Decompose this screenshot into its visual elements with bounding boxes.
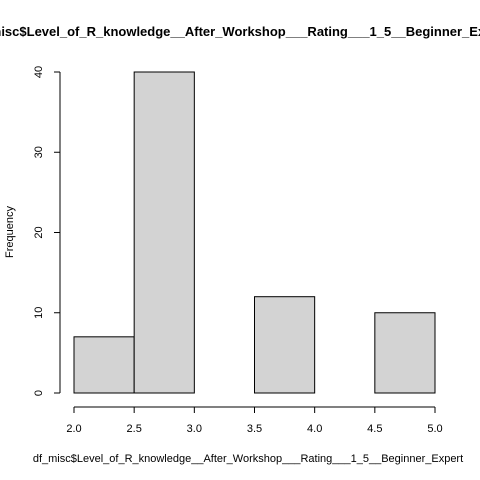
x-tick-label-0: 2.0 <box>66 423 81 435</box>
histogram-bar-1 <box>133 71 195 394</box>
y-tick-label-0: 0 <box>33 390 45 396</box>
histogram-bar-3 <box>254 296 316 394</box>
bars-group <box>73 71 436 394</box>
x-tick-label-2: 3.0 <box>187 423 202 435</box>
x-tick-label-6: 5.0 <box>427 423 442 435</box>
y-tick-label-1: 10 <box>33 307 45 319</box>
x-axis-label: df_misc$Level_of_R_knowledge__After_Work… <box>33 453 463 465</box>
x-tick-label-5: 4.5 <box>367 423 382 435</box>
y-tick-label-4: 40 <box>33 66 45 78</box>
y-tick-label-3: 30 <box>33 146 45 158</box>
y-axis: 0 10 20 30 40 <box>33 66 61 396</box>
x-tick-label-3: 3.5 <box>247 423 262 435</box>
chart-title: df_misc$Level_of_R_knowledge__After_Work… <box>0 24 480 39</box>
y-tick-label-2: 20 <box>33 226 45 238</box>
x-tick-label-1: 2.5 <box>127 423 142 435</box>
x-axis: 2.0 2.5 3.0 3.5 4.0 4.5 5.0 <box>66 406 443 435</box>
histogram-bar-5 <box>374 312 436 394</box>
histogram-bar-0 <box>73 336 135 394</box>
x-tick-label-4: 4.0 <box>307 423 322 435</box>
y-axis-label: Frequency <box>4 206 16 258</box>
